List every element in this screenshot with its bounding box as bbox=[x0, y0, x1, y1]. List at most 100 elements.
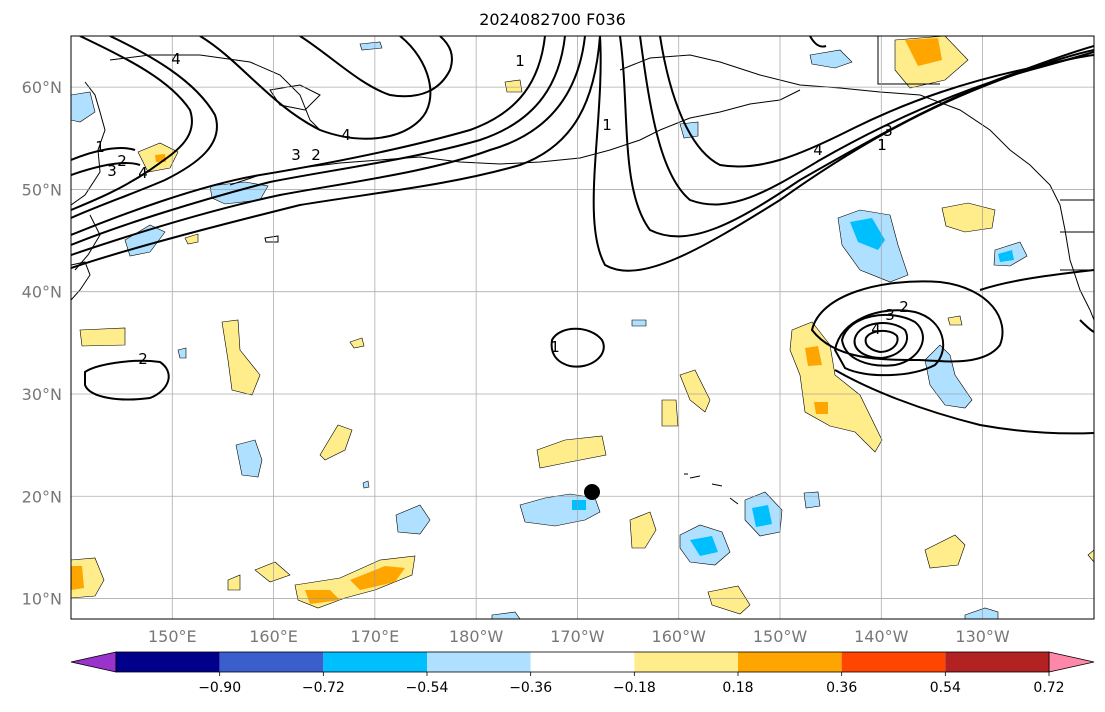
positive-anomaly-patch bbox=[184, 233, 199, 245]
negative-anomaly-patch bbox=[235, 439, 263, 478]
longitude-labels: 150°E 160°E 170°E 180°W 170°W 160°W 150°W 140°W… bbox=[148, 627, 1010, 646]
alaska-peninsula-coast bbox=[689, 89, 801, 119]
negative-anomaly-patch bbox=[491, 611, 521, 619]
contour-label: 4 bbox=[138, 164, 148, 182]
contour-line bbox=[71, 36, 586, 256]
contour-label: 3 bbox=[291, 146, 301, 164]
longitude-label: 130°W bbox=[955, 627, 1010, 646]
negative-anomaly-patch bbox=[71, 91, 96, 123]
positive-anomaly-patch bbox=[227, 574, 241, 591]
latitude-label: 40°N bbox=[22, 283, 62, 302]
colorbar-bin bbox=[323, 652, 427, 672]
colorbar-bin bbox=[427, 652, 531, 672]
plot-area bbox=[71, 36, 1094, 619]
contour-label: 3 bbox=[885, 306, 895, 324]
contour-line bbox=[199, 36, 432, 140]
positive-anomaly-patch bbox=[941, 202, 996, 233]
japan-coast bbox=[71, 261, 91, 301]
positive-anomaly-patch bbox=[1087, 549, 1094, 563]
contour-line bbox=[71, 147, 136, 161]
strong-positive-anomaly-patch bbox=[814, 402, 828, 414]
strong-negative-anomaly-patch bbox=[752, 505, 772, 527]
contour-label: 4 bbox=[171, 50, 181, 68]
contour-line bbox=[834, 369, 1094, 435]
strong-positive-anomaly-patch bbox=[305, 590, 340, 604]
colorbar-tick-label: −0.36 bbox=[509, 680, 552, 696]
siberia-coast bbox=[109, 54, 321, 131]
positive-anomaly-patch bbox=[254, 561, 291, 583]
positive-anomaly-patch bbox=[504, 79, 523, 93]
colorbar-bin bbox=[738, 652, 842, 672]
contour-label: 1 bbox=[602, 116, 612, 134]
longitude-label: 160°E bbox=[249, 627, 298, 646]
negative-anomaly-patch bbox=[803, 491, 821, 509]
contour-label: 3 bbox=[883, 122, 893, 140]
latitude-label: 60°N bbox=[22, 78, 62, 97]
colorbar-tick-label: 0.18 bbox=[722, 680, 753, 696]
negative-anomaly-patch bbox=[809, 49, 853, 69]
strong-positive-anomaly-patch bbox=[350, 566, 405, 590]
longitude-label: 140°W bbox=[854, 627, 909, 646]
strong-negative-anomaly-patch bbox=[850, 218, 885, 250]
anomaly-shading bbox=[71, 36, 1094, 619]
contour-line bbox=[71, 36, 546, 236]
contour-label: 2 bbox=[138, 350, 148, 368]
colorbar-min-extend bbox=[70, 651, 117, 673]
colorbar-bin bbox=[530, 652, 635, 672]
negative-anomaly-patch bbox=[631, 319, 647, 327]
latitude-label: 10°N bbox=[22, 590, 62, 609]
strong-negative-anomaly-patch bbox=[572, 500, 586, 510]
positive-anomaly-patch bbox=[319, 424, 353, 461]
latitude-label: 50°N bbox=[22, 180, 62, 199]
colorbar-tick-label: −0.18 bbox=[613, 680, 656, 696]
contour-label: 4 bbox=[341, 126, 351, 144]
latitude-label: 20°N bbox=[22, 487, 62, 506]
contour-line bbox=[833, 309, 945, 377]
positive-anomaly-patch bbox=[947, 315, 963, 326]
positive-anomaly-patch bbox=[79, 327, 126, 347]
gridlines bbox=[71, 36, 1094, 619]
negative-anomaly-patch bbox=[359, 41, 383, 51]
longitude-label: 180°W bbox=[449, 627, 504, 646]
negative-anomaly-patch bbox=[964, 607, 999, 619]
contour-line bbox=[864, 330, 899, 354]
strong-positive-anomaly-patch bbox=[905, 38, 942, 66]
colorbar-tick-label: 0.54 bbox=[930, 680, 961, 696]
colorbar-tick-label: −0.54 bbox=[406, 680, 449, 696]
negative-anomaly-patch bbox=[362, 480, 370, 489]
positive-anomaly-patch bbox=[221, 319, 261, 396]
contour-line bbox=[840, 313, 924, 367]
hawaiian-islands bbox=[684, 473, 739, 505]
contour-line bbox=[71, 162, 141, 176]
colorbar-bin bbox=[219, 652, 324, 672]
colorbar-tick-label: 0.36 bbox=[826, 680, 857, 696]
colorbar-border bbox=[115, 651, 1050, 673]
longitude-label: 150°W bbox=[753, 627, 808, 646]
contour-line bbox=[979, 269, 1094, 291]
contour-label: 1 bbox=[877, 136, 887, 154]
latitude-labels: 60°N 50°N 40°N 30°N 20°N 10°N bbox=[22, 78, 62, 608]
positive-anomaly-patch bbox=[924, 534, 966, 569]
contour-line bbox=[71, 36, 193, 211]
contour-line bbox=[1079, 319, 1094, 333]
state-border bbox=[877, 36, 940, 85]
alaska-coast bbox=[619, 54, 1061, 206]
contour-line bbox=[299, 36, 453, 98]
contour-line bbox=[853, 322, 908, 360]
contour-line bbox=[71, 36, 601, 269]
longitude-label: 170°W bbox=[550, 627, 605, 646]
positive-anomaly-patch bbox=[679, 369, 711, 413]
contour-label: 4 bbox=[813, 141, 823, 159]
contour-label: 1 bbox=[95, 138, 105, 156]
contour-line bbox=[550, 327, 605, 368]
colorbar-bin bbox=[841, 652, 946, 672]
positive-anomaly-patch bbox=[349, 337, 365, 349]
colorbar-bin bbox=[634, 652, 738, 672]
contour-label: 1 bbox=[515, 52, 525, 70]
contour-label: 2 bbox=[899, 298, 909, 316]
strong-positive-anomaly-patch bbox=[805, 346, 822, 366]
contour-label: 3 bbox=[107, 162, 117, 180]
colorbar-tick-label: −0.72 bbox=[302, 680, 345, 696]
positive-anomaly-patch bbox=[629, 511, 657, 549]
positive-anomaly-patch bbox=[661, 399, 679, 427]
